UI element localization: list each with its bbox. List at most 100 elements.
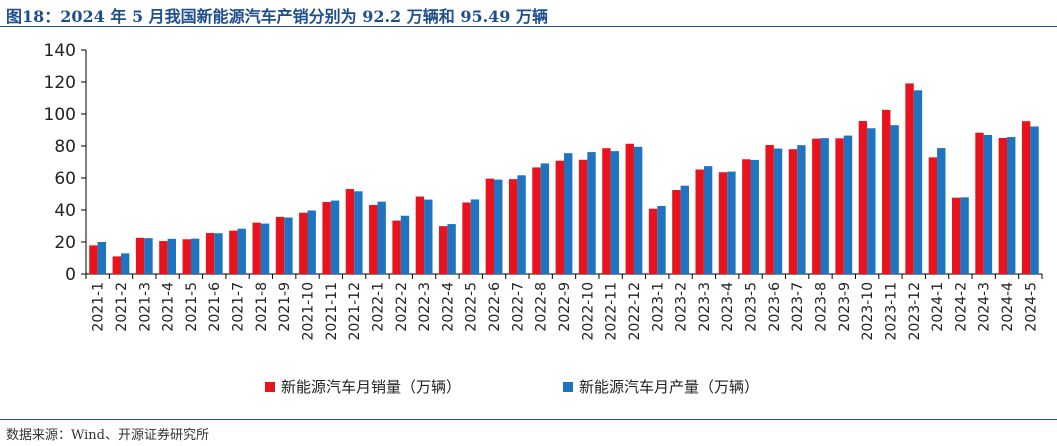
- bar-production: [680, 185, 689, 274]
- x-tick-label: 2023-5: [744, 282, 760, 332]
- bottom-rule: [0, 419, 1057, 420]
- bar-sales: [182, 239, 191, 274]
- bar-sales: [89, 245, 98, 274]
- x-tick-label: 2023-2: [674, 282, 690, 332]
- bar-production: [260, 223, 270, 274]
- bar-production: [820, 138, 829, 274]
- bar-production: [354, 191, 363, 274]
- top-rule: [0, 26, 1057, 27]
- bar-production: [400, 215, 410, 274]
- bar-production: [517, 175, 526, 274]
- bar-production: [1007, 137, 1016, 274]
- bar-sales: [369, 205, 378, 274]
- bar-sales: [275, 216, 285, 274]
- bar-production: [214, 233, 223, 274]
- bar-production: [867, 128, 876, 274]
- x-tick-label: 2024-1: [930, 282, 946, 332]
- bar-sales: [439, 226, 448, 274]
- x-tick-label: 2021-3: [137, 282, 153, 332]
- bar-production: [983, 134, 993, 274]
- bar-production: [424, 199, 433, 274]
- bar-sales: [928, 157, 938, 274]
- x-tick-label: 2023-11: [883, 282, 899, 341]
- bar-production: [937, 148, 946, 274]
- bar-sales: [299, 212, 308, 274]
- x-tick-label: 2022-8: [534, 282, 550, 332]
- bar-sales: [229, 230, 238, 274]
- x-tick-label: 2021-12: [347, 282, 363, 341]
- x-tick-label: 2022-2: [394, 282, 410, 332]
- bar-sales: [205, 233, 215, 274]
- bar-sales: [788, 149, 798, 274]
- bar-sales: [858, 121, 868, 274]
- y-tick-label: 140: [44, 41, 76, 61]
- bar-production: [657, 206, 666, 274]
- y-tick-label: 0: [65, 265, 76, 285]
- x-tick-label: 2022-6: [487, 282, 503, 332]
- x-tick-label: 2024-3: [977, 282, 993, 332]
- x-tick-label: 2022-4: [440, 282, 456, 332]
- bar-production: [913, 90, 923, 274]
- bar-sales: [578, 159, 588, 274]
- bar-sales: [812, 138, 821, 274]
- x-tick-label: 2023-9: [837, 282, 853, 332]
- bar-sales: [648, 208, 658, 274]
- x-tick-label: 2023-8: [813, 282, 829, 332]
- x-tick-label: 2023-6: [767, 282, 783, 332]
- bar-production: [144, 238, 153, 274]
- bar-production: [330, 200, 340, 274]
- legend-swatch-sales: [265, 382, 275, 392]
- x-tick-label: 2022-9: [557, 282, 573, 332]
- bar-production: [703, 166, 713, 274]
- bar-sales: [508, 179, 518, 274]
- bar-production: [97, 242, 107, 274]
- bar-sales: [625, 143, 634, 274]
- bar-production: [307, 210, 316, 274]
- bar-sales: [718, 172, 728, 274]
- x-tick-label: 2022-3: [417, 282, 433, 332]
- figure-title: 图18：2024 年 5 月我国新能源汽车产销分别为 92.2 万辆和 95.4…: [6, 7, 548, 26]
- bar-sales: [998, 138, 1008, 274]
- x-tick-label: 2022-7: [510, 282, 526, 332]
- x-tick-label: 2021-7: [231, 282, 247, 332]
- x-tick-label: 2023-1: [650, 282, 666, 332]
- x-tick-label: 2021-1: [91, 282, 107, 332]
- bar-production: [1030, 126, 1039, 274]
- bar-sales: [462, 202, 471, 274]
- bar-sales: [672, 190, 681, 274]
- legend-swatch-production: [563, 382, 573, 392]
- bar-production: [540, 163, 550, 274]
- bar-production: [377, 201, 386, 274]
- chart-legend: 新能源汽车月销量（万辆） 新能源汽车月产量（万辆）: [265, 378, 759, 396]
- bar-sales: [415, 196, 425, 274]
- x-tick-label: 2021-11: [324, 282, 340, 341]
- bar-production: [843, 135, 853, 274]
- y-tick-label: 60: [54, 169, 76, 189]
- x-tick-label: 2023-3: [697, 282, 713, 332]
- bar-sales: [392, 220, 401, 274]
- bar-production: [633, 146, 643, 274]
- x-tick-labels: 2021-1 2021-2 2021-3 2021-4 2021-5 2021-6 2021…: [91, 282, 1040, 341]
- y-tick-label: 100: [44, 105, 76, 125]
- bar-production: [610, 151, 620, 274]
- bar-production: [120, 253, 130, 274]
- x-tick-label: 2021-9: [277, 282, 293, 332]
- bar-sales: [135, 237, 145, 274]
- x-tick-label: 2021-4: [161, 282, 177, 332]
- y-tick-label: 20: [54, 233, 76, 253]
- y-tick-label: 80: [54, 137, 76, 157]
- x-tick-label: 2022-1: [370, 282, 386, 332]
- x-tick-label: 2022-5: [464, 282, 480, 332]
- x-tick-label: 2022-11: [604, 282, 620, 341]
- x-tick-label: 2021-6: [207, 282, 223, 332]
- bar-sales: [742, 159, 751, 274]
- x-tick-label: 2021-5: [184, 282, 200, 332]
- bar-production: [587, 152, 596, 274]
- bar-production: [773, 148, 783, 274]
- bar-production: [284, 217, 293, 274]
- bar-production: [190, 238, 200, 274]
- x-tick-label: 2024-4: [1000, 282, 1016, 332]
- legend-label-production: 新能源汽车月产量（万辆）: [579, 378, 759, 396]
- bar-sales: [951, 197, 961, 274]
